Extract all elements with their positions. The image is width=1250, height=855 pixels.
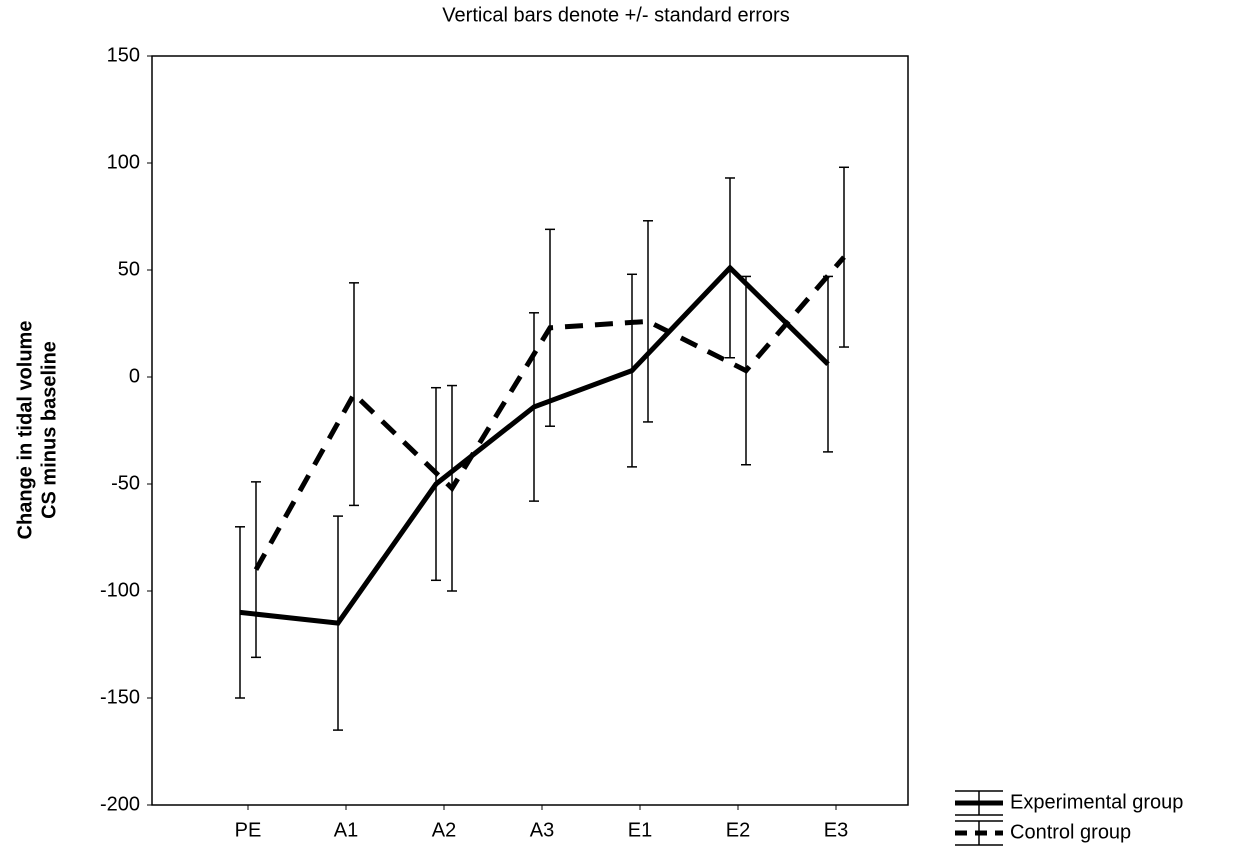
y-tick-label: -50	[111, 472, 140, 494]
plot-frame	[151, 55, 909, 806]
chart-title: Vertical bars denote +/- standard errors	[442, 4, 789, 26]
x-tick-label: A2	[432, 819, 456, 841]
x-tick-label: E3	[824, 819, 848, 841]
y-axis-label: CS minus baseline	[38, 341, 60, 519]
series-line	[239, 264, 830, 626]
y-tick-label: -150	[100, 686, 140, 708]
y-tick-label: -100	[100, 579, 140, 601]
y-axis-label: Change in tidal volume	[14, 321, 36, 540]
series-line	[253, 255, 846, 571]
legend-label: Control group	[1010, 821, 1131, 843]
x-tick-label: PE	[235, 819, 262, 841]
y-tick-label: 50	[118, 258, 140, 280]
y-tick-label: 150	[107, 44, 140, 66]
x-tick-label: E1	[628, 819, 652, 841]
y-tick-label: -200	[100, 793, 140, 815]
x-tick-label: A1	[334, 819, 358, 841]
x-tick-label: A3	[530, 819, 554, 841]
y-tick-label: 100	[107, 151, 140, 173]
x-tick-label: E2	[726, 819, 750, 841]
y-tick-label: 0	[129, 365, 140, 387]
legend-label: Experimental group	[1010, 791, 1183, 813]
